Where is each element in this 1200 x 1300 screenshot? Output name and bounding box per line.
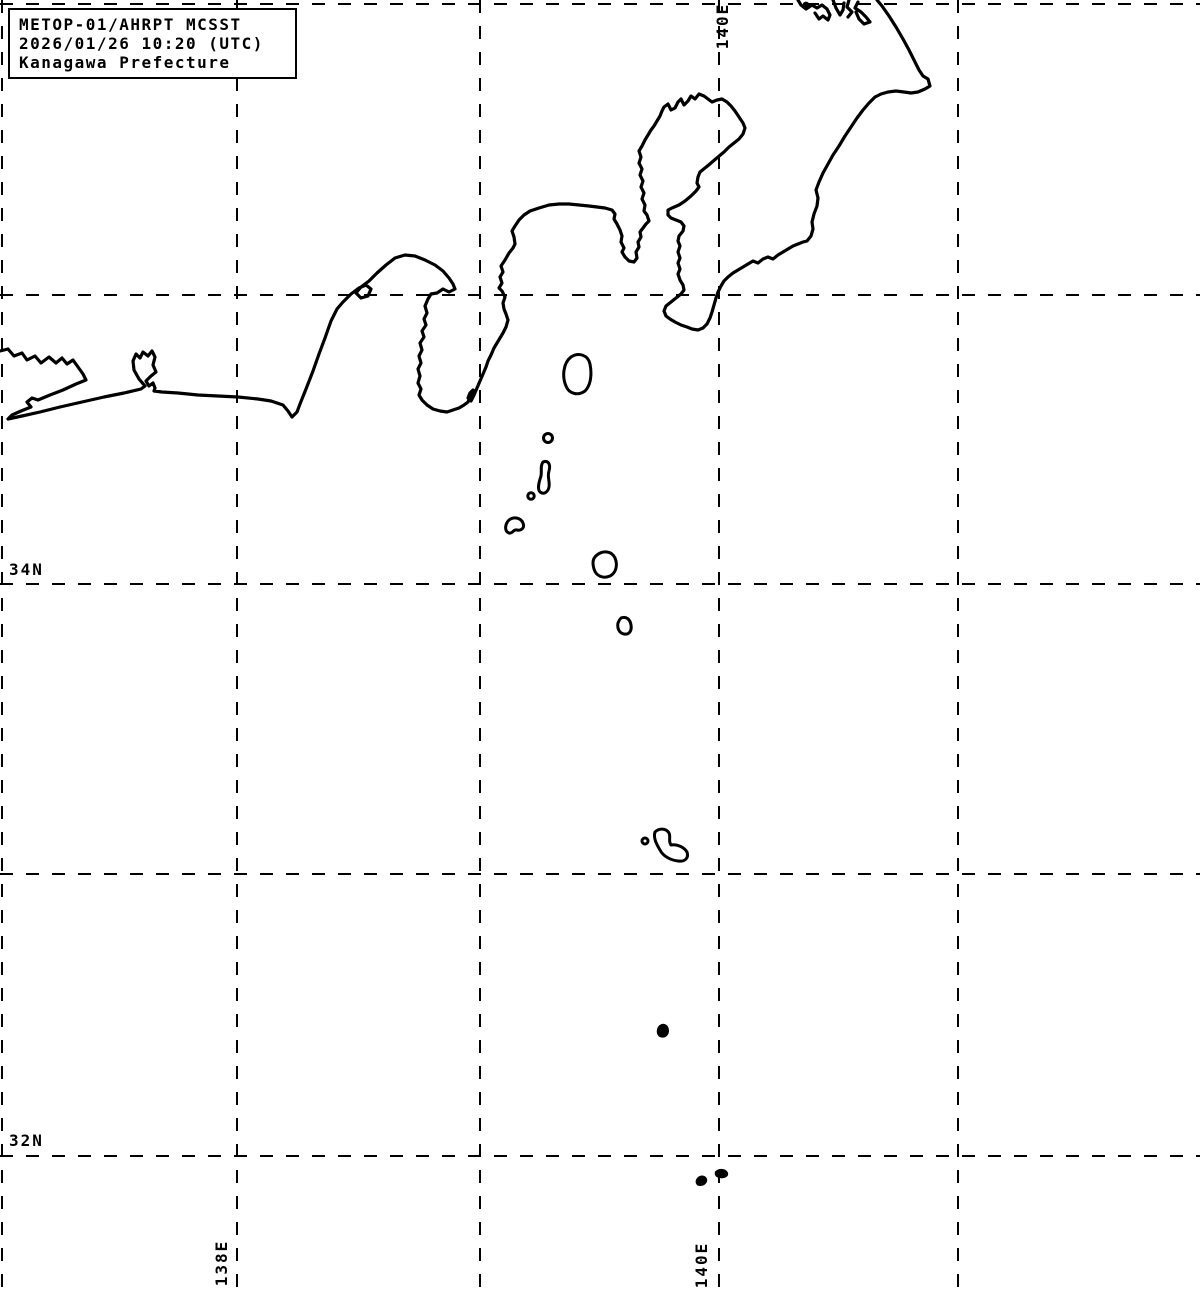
mainland-coastline: [0, 0, 932, 421]
lon-label-138e-bottom: 138E: [212, 1239, 231, 1287]
title-datetime-line: 2026/01/26 10:20 (UTC): [19, 34, 264, 53]
lon-label-140e-top: 140E: [713, 2, 732, 50]
island-miyakejima: [591, 550, 618, 579]
island-toshima: [542, 432, 554, 444]
lat-label-32n: 32N: [9, 1131, 44, 1150]
title-region-line: Kanagawa Prefecture: [19, 53, 231, 72]
top-edge-inlet-squiggle-west: [796, 0, 846, 22]
island-oshima: [562, 353, 593, 396]
title-product-line: METOP-01/AHRPT MCSST: [19, 15, 242, 34]
islet-south-west: [695, 1175, 708, 1186]
top-edge-pond-dot: [802, 1, 810, 9]
island-niijima: [536, 460, 552, 495]
island-shikinejima: [504, 516, 525, 535]
island-jinaito: [526, 491, 536, 501]
islet-south-east: [714, 1168, 729, 1179]
title-box: METOP-01/AHRPT MCSST 2026/01/26 10:20 (U…: [8, 8, 297, 79]
top-edge-inlet-squiggle-east: [845, 0, 872, 26]
island-aogashima: [656, 1023, 669, 1038]
lon-label-140e-bottom: 140E: [692, 1241, 711, 1289]
island-hachijokojima: [640, 836, 650, 846]
island-hachijojima: [653, 827, 689, 863]
island-mikurajima: [616, 615, 633, 636]
lat-label-34n: 34N: [9, 560, 44, 579]
